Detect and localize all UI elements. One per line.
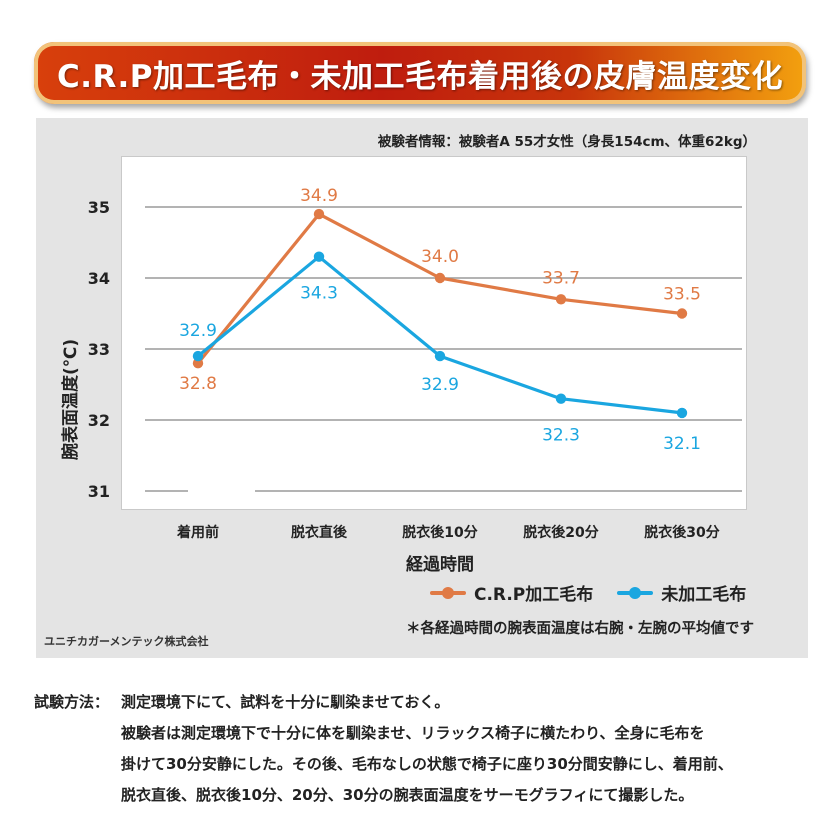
data-point (555, 294, 567, 305)
y-tick-label: 33 (88, 340, 110, 359)
x-tick-label: 脱衣後20分 (523, 524, 598, 541)
data-label: 34.0 (421, 247, 459, 267)
data-point (434, 272, 446, 284)
y-axis-label: 腕表面温度(℃) (61, 338, 81, 460)
legend-label-crp: C.R.P加工毛布 (474, 585, 594, 605)
legend-swatch-untreated (617, 586, 654, 599)
average-note: ＊各経過時間の腕表面温度は右腕・左腕の平均値です (406, 621, 754, 637)
legend-item-crp: C.R.P加工毛布 (430, 580, 593, 605)
data-label: 32.3 (542, 426, 580, 446)
data-point (434, 350, 446, 362)
data-label: 32.1 (663, 434, 701, 454)
legend-item-untreated: 未加工毛布 (617, 580, 746, 605)
method-label: 試験方法： (34, 693, 110, 711)
x-tick-label: 脱衣直後 (291, 524, 348, 541)
subject-info: 被験者情報：被験者A 55才女性（身長154cm、体重62kg） (377, 134, 756, 150)
y-tick-label: 31 (88, 482, 110, 501)
data-label: 33.5 (663, 285, 701, 305)
data-label: 34.3 (300, 284, 338, 304)
legend-swatch-crp (430, 586, 466, 599)
x-tick-label: 脱衣後30分 (644, 524, 719, 541)
y-tick-label: 34 (88, 269, 110, 288)
y-tick-label: 35 (88, 198, 110, 217)
data-label: 33.7 (542, 268, 580, 288)
series-line-crp (196, 212, 683, 365)
data-label: 34.9 (300, 186, 338, 206)
company-name: ユニチカガーメンテック株式会社 (44, 635, 209, 648)
data-point (555, 393, 567, 404)
legend-label-untreated: 未加工毛布 (661, 585, 747, 605)
data-point (192, 350, 204, 362)
x-tick-label: 脱衣後10分 (402, 524, 477, 541)
data-label: 32.9 (421, 375, 459, 395)
chart-title: C.R.P加工毛布・未加工毛布着用後の皮膚温度変化 (57, 58, 783, 95)
x-axis-label: 経過時間 (406, 555, 474, 575)
legend: C.R.P加工毛布 未加工毛布 (430, 580, 746, 605)
data-point (676, 407, 688, 419)
method-line: 測定環境下にて、試料を十分に馴染ませておく。 (121, 693, 450, 711)
data-point (313, 208, 325, 220)
method-line: 掛けて30分安静にした。その後、毛布なしの状態で椅子に座り30分間安静にし、着用… (121, 755, 733, 773)
title-banner: C.R.P加工毛布・未加工毛布着用後の皮膚温度変化 (34, 42, 806, 104)
data-point (313, 251, 325, 262)
data-label: 32.8 (179, 374, 217, 394)
x-tick-label: 着用前 (176, 524, 219, 541)
data-label: 32.9 (179, 321, 217, 341)
y-tick-label: 32 (88, 411, 110, 430)
method-line: 脱衣直後、脱衣後10分、20分、30分の腕表面温度をサーモグラフィにて撮影した。 (121, 786, 694, 804)
data-point (676, 308, 688, 319)
method-line: 被験者は測定環境下で十分に体を馴染ませ、リラックス椅子に横たわり、全身に毛布を (121, 724, 705, 742)
